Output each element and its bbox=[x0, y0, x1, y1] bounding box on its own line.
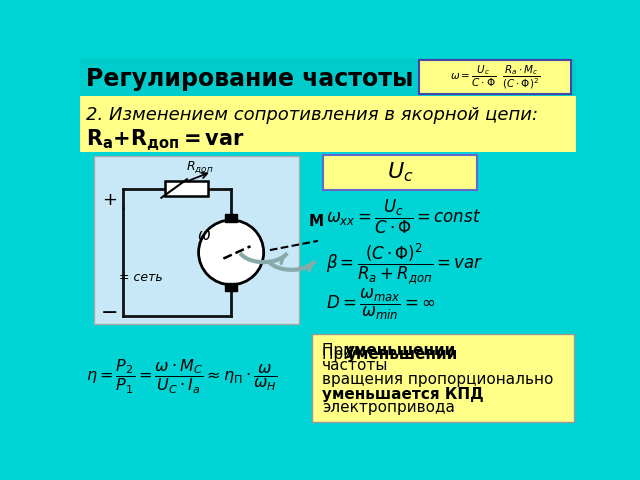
Text: частоты: частоты bbox=[322, 358, 388, 373]
Bar bbox=[225, 214, 237, 222]
Bar bbox=[225, 283, 237, 291]
Circle shape bbox=[198, 220, 264, 285]
Text: +: + bbox=[102, 191, 117, 209]
Text: −: − bbox=[100, 303, 118, 323]
FancyBboxPatch shape bbox=[312, 334, 575, 422]
Text: $\omega = \dfrac{U_c}{C \cdot \Phi}\ \ \dfrac{R_a \cdot M_c}{(C \cdot \Phi)^2}$: $\omega = \dfrac{U_c}{C \cdot \Phi}\ \ \… bbox=[451, 63, 540, 91]
Text: $\eta = \dfrac{P_2}{P_1} = \dfrac{\omega \cdot M_C}{U_C \cdot I_a} \approx \eta_: $\eta = \dfrac{P_2}{P_1} = \dfrac{\omega… bbox=[86, 358, 278, 396]
FancyBboxPatch shape bbox=[323, 155, 477, 190]
Text: уменьшении: уменьшении bbox=[345, 343, 456, 358]
Text: При: При bbox=[322, 348, 358, 362]
FancyBboxPatch shape bbox=[419, 60, 571, 94]
Text: $\beta = \dfrac{(C \cdot \Phi)^2}{R_a + R_{доп}} = var$: $\beta = \dfrac{(C \cdot \Phi)^2}{R_a + … bbox=[326, 240, 484, 286]
Text: уменьшается КПД: уменьшается КПД bbox=[322, 387, 483, 402]
Text: $U_c$: $U_c$ bbox=[387, 160, 413, 184]
Text: $\omega$: $\omega$ bbox=[197, 228, 211, 243]
Text: $R_{доп}$: $R_{доп}$ bbox=[186, 159, 214, 175]
Text: $\omega_{xx} = \dfrac{U_c}{C \cdot \Phi} = const$: $\omega_{xx} = \dfrac{U_c}{C \cdot \Phi}… bbox=[326, 198, 481, 236]
FancyBboxPatch shape bbox=[94, 156, 300, 324]
Bar bbox=[165, 181, 208, 196]
Text: электропривода: электропривода bbox=[322, 400, 454, 415]
Text: При: При bbox=[322, 343, 358, 358]
Text: вращения пропорционально: вращения пропорционально bbox=[322, 372, 553, 387]
FancyBboxPatch shape bbox=[80, 58, 576, 96]
Text: уменьшении: уменьшении bbox=[347, 348, 458, 362]
Text: = сеть: = сеть bbox=[119, 271, 163, 284]
Text: $\mathbf{R_a{+}R_{доп}{=}var}$: $\mathbf{R_a{+}R_{доп}{=}var}$ bbox=[86, 128, 245, 152]
Text: $D = \dfrac{\omega_{max}}{\omega_{min}} = \infty$: $D = \dfrac{\omega_{max}}{\omega_{min}} … bbox=[326, 287, 436, 322]
FancyBboxPatch shape bbox=[80, 96, 576, 152]
Text: 2. Изменением сопротивления в якорной цепи:: 2. Изменением сопротивления в якорной це… bbox=[86, 106, 538, 123]
Text: М: М bbox=[308, 214, 324, 229]
Text: Регулирование частоты вращения: Регулирование частоты вращения bbox=[86, 67, 560, 91]
